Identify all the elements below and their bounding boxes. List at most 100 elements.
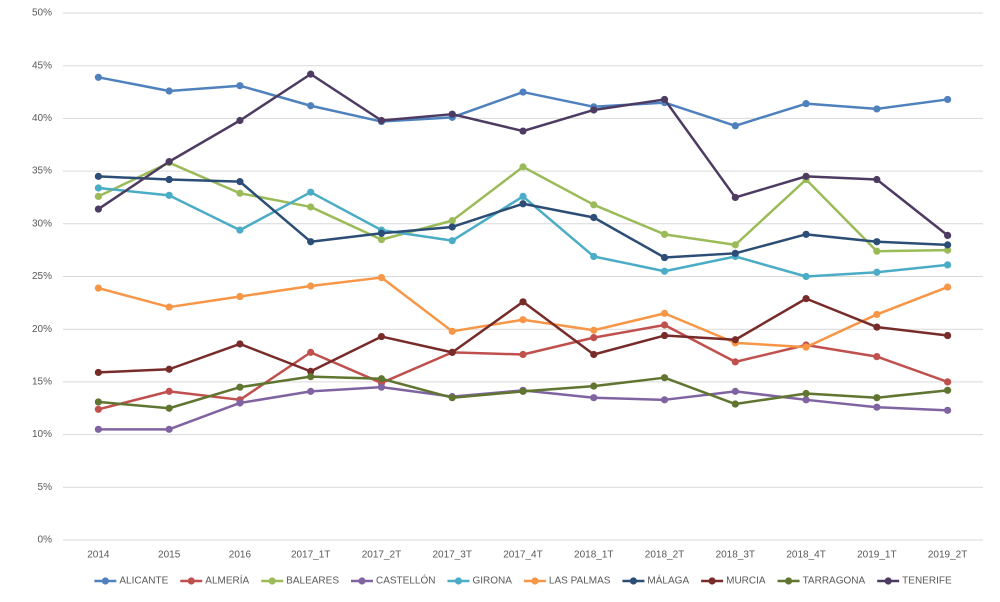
y-tick-label: 20% <box>32 324 52 335</box>
data-point <box>873 394 881 402</box>
series-line <box>98 276 949 349</box>
data-point <box>94 405 102 413</box>
data-point <box>448 237 456 245</box>
data-point <box>94 368 102 377</box>
data-point <box>590 201 598 209</box>
legend-label: TARRAGONA <box>803 576 866 587</box>
legend-label: GIRONA <box>472 576 512 587</box>
data-point <box>377 229 386 237</box>
data-point <box>873 175 881 184</box>
data-point <box>307 373 315 381</box>
data-point <box>377 332 386 341</box>
legend-marker <box>884 577 892 585</box>
data-point <box>731 387 739 395</box>
data-point <box>94 192 102 200</box>
data-point <box>307 367 315 375</box>
legend-marker <box>268 577 276 585</box>
legend-marker <box>629 577 638 585</box>
legend-marker <box>454 577 463 585</box>
data-point <box>236 82 244 90</box>
legend-label: TENERIFE <box>902 576 952 587</box>
x-tick-label: 2015 <box>158 550 181 561</box>
data-point <box>873 353 881 361</box>
data-point <box>802 100 810 108</box>
data-point <box>448 348 456 356</box>
data-point <box>165 191 173 199</box>
data-point <box>660 230 669 238</box>
data-point <box>660 331 669 340</box>
data-point <box>236 340 244 348</box>
data-point <box>307 238 315 246</box>
data-point <box>165 387 173 395</box>
legend-item: ALICANTE <box>94 576 169 587</box>
data-point <box>802 343 810 351</box>
legend-marker <box>531 577 539 585</box>
data-point <box>94 172 102 180</box>
data-point <box>944 283 952 291</box>
legend-label: BALEARES <box>286 576 339 587</box>
data-point <box>873 238 881 246</box>
data-point <box>660 321 669 329</box>
x-tick-label: 2017_1T <box>291 550 330 561</box>
data-point <box>307 387 315 395</box>
data-point <box>802 230 810 238</box>
data-point <box>94 425 102 433</box>
data-point <box>590 106 598 114</box>
data-point <box>660 396 669 404</box>
x-tick-label: 2018_4T <box>786 550 825 561</box>
data-point <box>236 399 244 407</box>
data-point <box>236 383 244 391</box>
data-point <box>944 241 952 249</box>
data-point <box>590 334 598 342</box>
data-point <box>236 292 244 301</box>
y-tick-label: 0% <box>38 535 53 546</box>
data-point <box>519 350 527 359</box>
data-point <box>944 261 952 269</box>
series-line <box>97 72 949 237</box>
data-point <box>731 336 739 344</box>
data-point <box>307 282 315 290</box>
data-point <box>519 192 527 200</box>
data-point <box>307 188 315 196</box>
data-point <box>448 327 456 335</box>
data-point <box>377 383 386 391</box>
data-point <box>944 386 952 394</box>
data-point <box>236 189 244 197</box>
legend-marker <box>101 577 109 585</box>
data-point <box>590 394 598 402</box>
data-point <box>165 175 173 184</box>
data-point <box>377 375 386 383</box>
legend-label: LAS PALMAS <box>549 576 611 587</box>
x-tick-label: 2019_2T <box>928 550 967 561</box>
series-line <box>98 297 948 374</box>
data-point <box>731 193 739 202</box>
data-point <box>519 88 527 96</box>
data-point <box>731 122 739 130</box>
data-point <box>165 425 173 433</box>
data-point <box>660 253 669 262</box>
x-tick-label: 2017_2T <box>362 550 401 561</box>
data-point <box>94 205 102 213</box>
data-point <box>944 331 952 340</box>
data-point <box>590 213 598 222</box>
legend-item: BALEARES <box>261 576 339 587</box>
data-point <box>944 231 952 239</box>
legend-item: TARRAGONA <box>777 576 866 587</box>
data-point <box>94 284 102 292</box>
data-point <box>165 303 173 311</box>
legend-item: TENERIFE <box>877 576 952 587</box>
legend-marker <box>784 577 793 585</box>
legend-marker <box>358 577 366 585</box>
y-tick-label: 35% <box>32 166 52 177</box>
data-point <box>448 110 456 118</box>
data-point <box>307 102 315 110</box>
data-point <box>590 350 598 359</box>
y-tick-label: 45% <box>32 60 52 71</box>
data-point <box>94 398 102 406</box>
data-point <box>731 249 739 257</box>
data-point <box>307 70 315 78</box>
data-point <box>944 406 952 414</box>
legend-label: MURCIA <box>726 576 766 587</box>
x-tick-label: 2016 <box>229 550 252 561</box>
data-point <box>236 178 244 186</box>
